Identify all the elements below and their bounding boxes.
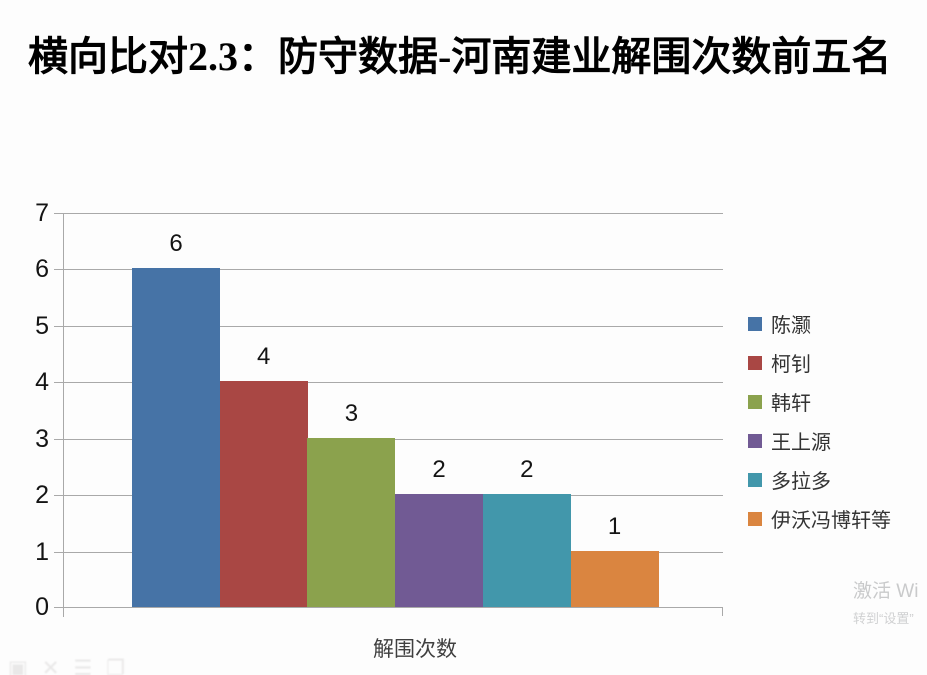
slide-thumb-icon: ▣: [8, 657, 28, 675]
bar-多拉多: [482, 494, 571, 607]
legend-label: 多拉多: [771, 471, 831, 493]
legend-swatch-icon: [748, 394, 762, 409]
close-icon: ✕: [41, 657, 60, 675]
watermark-line2: 转到“设置”: [853, 611, 914, 626]
y-axis-tick-label: 7: [35, 199, 49, 227]
y-tick-1: [54, 551, 63, 553]
y-tick-7: [54, 213, 63, 214]
bar-陈灏: [132, 268, 220, 607]
y-tick-0: [54, 607, 63, 608]
x-axis-line: [63, 607, 723, 608]
legend-label: 柯钊: [771, 354, 811, 376]
menu-lines-icon: ☰: [73, 657, 93, 675]
bar-韩轩: [307, 437, 396, 607]
bar-王上源: [395, 494, 484, 607]
window-icon: ❐: [106, 657, 126, 675]
bar-value-label: 6: [169, 230, 183, 258]
bar-value-label: 1: [607, 512, 622, 540]
legend-swatch-icon: [748, 355, 762, 370]
y-axis-tick-label: 2: [35, 481, 49, 510]
bar-value-label: 3: [344, 399, 359, 427]
chart-title: 横向比对2.3：防守数据-河南建业解围次数前五名: [28, 34, 892, 79]
legend-swatch-icon: [748, 511, 762, 526]
legend-label: 王上源: [771, 432, 831, 454]
legend-item-王上源: 王上源: [748, 429, 891, 454]
legend-item-柯钊: 柯钊: [748, 351, 891, 376]
plot-area: 解围次数 0 1 2 3 4 5 6 7 6 4 3 2 2 1: [35, 201, 723, 661]
bar-柯钊: [219, 381, 308, 607]
y-axis-tick-label: 1: [35, 537, 49, 566]
y-tick-4: [54, 382, 63, 384]
y-tick-3: [54, 438, 63, 440]
bar-value-label: 2: [520, 456, 534, 484]
bar-value-label: 2: [432, 456, 446, 484]
y-axis-tick-label: 0: [35, 593, 49, 621]
y-axis-tick-label: 3: [35, 424, 49, 453]
legend-swatch-icon: [748, 316, 762, 331]
gridline-y4: [63, 382, 723, 384]
y-tick-5: [54, 325, 63, 327]
legend-label: 陈灏: [771, 315, 811, 337]
watermark-line1: 激活 Wi: [853, 581, 919, 602]
y-axis-tick-label: 6: [35, 255, 49, 284]
legend-swatch-icon: [748, 433, 762, 448]
gridline-y7: [63, 213, 723, 214]
gridline-y5: [63, 325, 723, 327]
legend-label: 伊沃冯博轩等: [771, 510, 891, 532]
gridline-y6: [63, 269, 723, 271]
bar-伊沃冯博轩等: [570, 550, 659, 607]
x-axis-label: 解围次数: [373, 638, 457, 661]
y-tick-2: [54, 495, 63, 497]
legend-swatch-icon: [748, 472, 762, 487]
legend-label: 韩轩: [771, 393, 811, 415]
ghost-toolbar-icons: ▣ ✕ ☰ ❐: [8, 656, 125, 675]
legend-item-多拉多: 多拉多: [748, 468, 891, 493]
y-axis-tick-label: 4: [35, 368, 49, 397]
activate-windows-watermark: 激活 Wi 转到“设置”: [853, 576, 918, 627]
y-axis-tick-label: 5: [35, 311, 49, 340]
legend-item-韩轩: 韩轩: [748, 390, 891, 415]
chart-legend: 陈灏柯钊韩轩王上源多拉多伊沃冯博轩等: [748, 312, 891, 546]
y-axis-line: [63, 213, 64, 617]
x-axis-end-tick: [722, 607, 723, 616]
legend-item-陈灏: 陈灏: [748, 312, 891, 337]
bar-value-label: 4: [257, 343, 271, 371]
legend-item-伊沃冯博轩等: 伊沃冯博轩等: [748, 507, 891, 532]
y-tick-6: [54, 269, 63, 271]
